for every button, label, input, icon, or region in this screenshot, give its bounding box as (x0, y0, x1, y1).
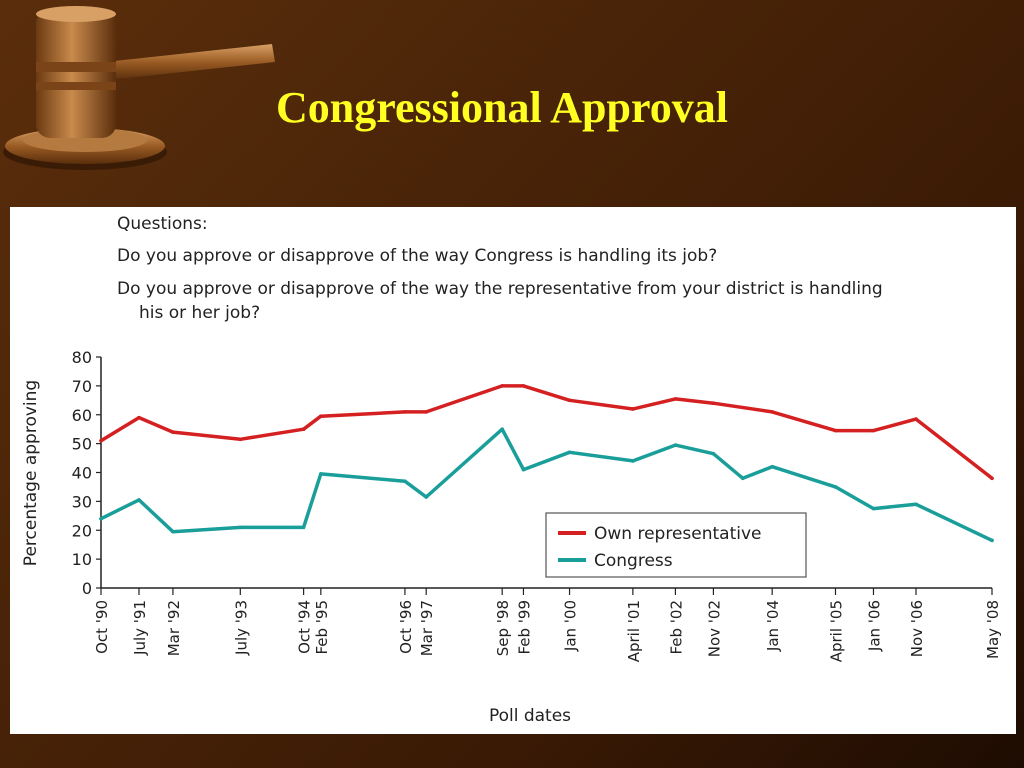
data-point-own-representative (403, 410, 407, 414)
data-point-congress (319, 472, 323, 476)
x-tick-label: April '05 (827, 600, 845, 662)
data-point-congress (833, 485, 838, 489)
data-point-own-representative (137, 415, 141, 420)
x-tick-label: Oct '94 (296, 600, 314, 654)
y-tick-label: 60 (72, 406, 92, 425)
data-point-own-representative (500, 384, 504, 388)
x-tick-label: Oct '96 (397, 600, 415, 654)
data-point-own-representative (301, 427, 306, 431)
questions-heading: Questions: (117, 214, 208, 234)
data-point-own-representative (99, 438, 103, 443)
x-axis-label: Poll dates (489, 706, 571, 726)
data-point-own-representative (990, 476, 994, 481)
data-point-congress (914, 502, 918, 507)
y-axis-label: Percentage approving (21, 380, 41, 566)
x-tick-label: Feb '99 (515, 600, 533, 655)
x-tick-label: July '91 (131, 600, 149, 656)
data-point-congress (403, 479, 407, 483)
data-point-own-representative (567, 398, 572, 403)
x-tick-label: Jan '06 (865, 600, 883, 652)
data-point-own-representative (171, 430, 175, 434)
x-tick-label: Mar '92 (165, 600, 183, 656)
data-point-own-representative (711, 401, 716, 405)
series-line-congress (99, 427, 994, 543)
slide-title: Congressional Approval (276, 83, 728, 132)
data-point-own-representative (673, 397, 678, 401)
data-point-congress (673, 443, 678, 447)
data-point-own-representative (770, 410, 774, 414)
legend-box (545, 512, 807, 578)
data-point-own-representative (319, 414, 323, 418)
data-point-congress (990, 538, 994, 543)
legend-label-congress: Congress (594, 551, 673, 571)
legend-label-own-representative: Own representative (594, 524, 762, 544)
data-point-own-representative (521, 384, 526, 388)
data-point-own-representative (914, 417, 918, 421)
x-tick-label: Oct '90 (93, 600, 111, 654)
x-tick-label: Mar '97 (418, 600, 436, 656)
data-point-congress (137, 498, 141, 502)
y-tick-label: 30 (72, 492, 92, 511)
y-tick-label: 10 (72, 550, 92, 569)
data-point-congress (770, 464, 774, 469)
x-tick-label: Feb '95 (313, 600, 331, 655)
x-tick-label: Nov '06 (908, 600, 926, 657)
y-tick-label: 70 (72, 377, 92, 396)
y-tick-label: 0 (82, 579, 92, 598)
x-tick-label: July '93 (232, 600, 250, 656)
data-point-congress (238, 525, 243, 530)
x-tick-label: Feb '02 (667, 600, 685, 655)
data-point-congress (740, 476, 745, 481)
gavel-icon (3, 6, 275, 170)
data-point-own-representative (871, 428, 876, 433)
data-point-congress (99, 516, 103, 521)
y-tick-label: 50 (72, 435, 92, 454)
series-lines (99, 384, 994, 543)
y-tick-label: 80 (72, 348, 92, 367)
series-line-own-representative (99, 384, 994, 481)
data-point-own-representative (631, 407, 635, 411)
data-point-own-representative (833, 428, 838, 433)
data-point-congress (711, 451, 716, 456)
approval-line-chart: 0 10 20 30 40 50 60 70 80 Oct '90 July '91 Mar '92… (21, 348, 1002, 726)
chart-panel: Questions: Do you approve or disapprove … (10, 207, 1016, 734)
y-axis-ticks: 0 10 20 30 40 50 60 70 80 (72, 348, 101, 598)
question-congress: Do you approve or disapprove of the way … (117, 246, 718, 266)
x-tick-label: Jan '00 (562, 600, 580, 652)
x-tick-label: May '08 (984, 600, 1002, 659)
question-representative: Do you approve or disapprove of the way … (117, 279, 883, 299)
data-point-own-representative (238, 437, 243, 442)
x-tick-label: April '01 (625, 600, 643, 662)
y-tick-label: 40 (72, 464, 92, 483)
chart-legend: Own representative Congress (545, 512, 807, 578)
data-point-congress (567, 450, 572, 455)
data-point-congress (424, 495, 428, 499)
data-point-congress (871, 506, 876, 511)
x-tick-label: Sep '98 (494, 600, 512, 656)
data-point-congress (171, 529, 175, 534)
data-point-congress (301, 525, 306, 530)
x-axis-ticks: Oct '90 July '91 Mar '92 July '93 Oct '94 Feb… (93, 588, 1002, 662)
data-point-congress (500, 427, 504, 431)
data-point-own-representative (424, 410, 428, 414)
question-representative-cont: his or her job? (139, 303, 261, 323)
y-tick-label: 20 (72, 521, 92, 540)
x-tick-label: Nov '02 (705, 600, 723, 657)
data-point-congress (521, 467, 526, 472)
x-tick-label: Jan '04 (764, 600, 782, 652)
data-point-congress (631, 459, 635, 463)
